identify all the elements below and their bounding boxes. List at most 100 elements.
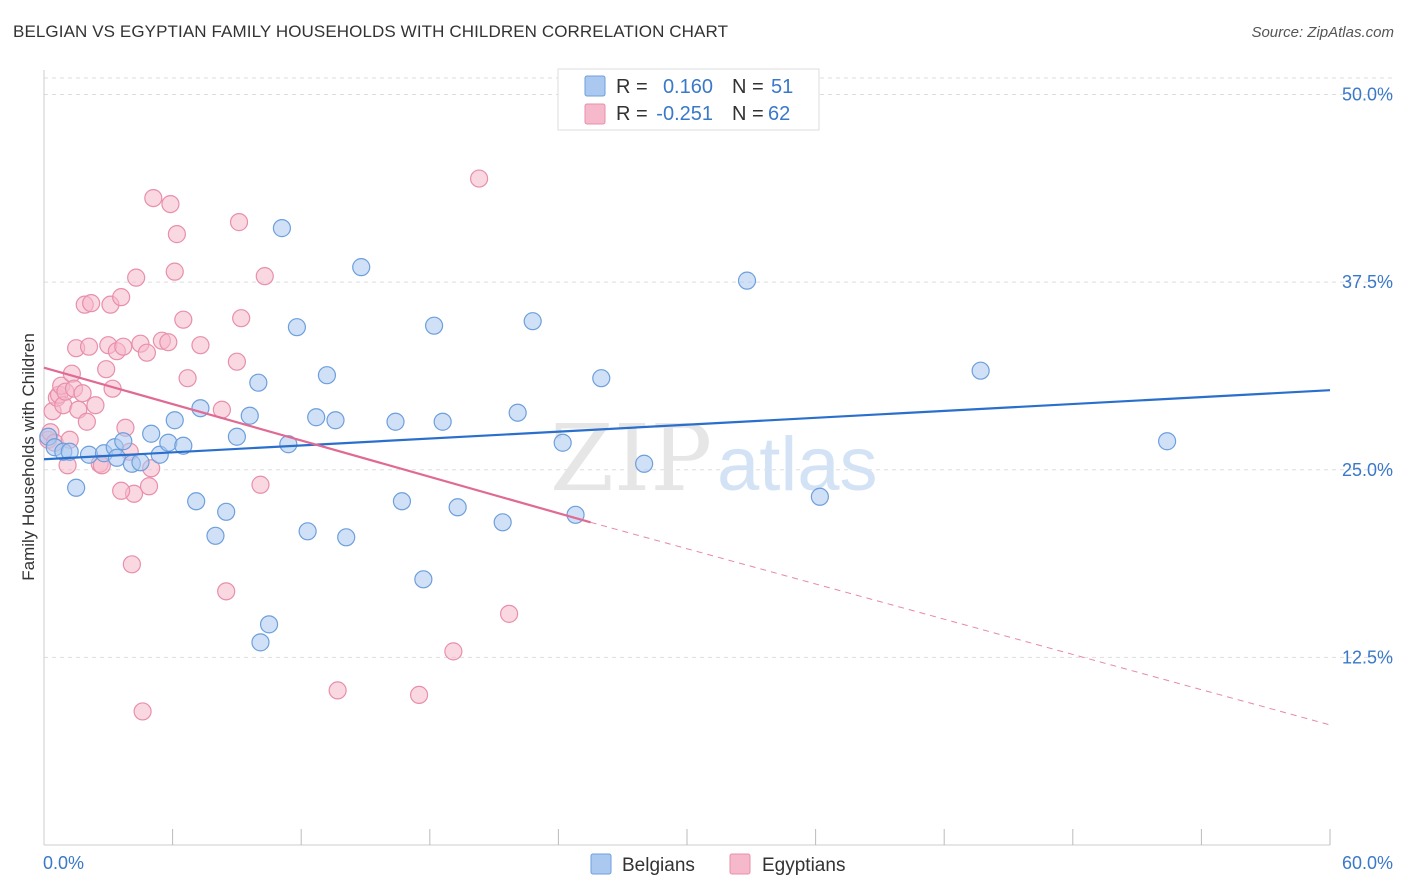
egyptians-point xyxy=(86,396,105,415)
y-tick-label: 37.5% xyxy=(1342,272,1393,292)
belgians-point xyxy=(114,432,133,451)
belgians-point xyxy=(249,373,268,392)
belgians-point xyxy=(60,442,79,461)
egyptians-point xyxy=(227,352,246,371)
belgians-point xyxy=(433,412,452,431)
legend-swatch-belgians xyxy=(584,75,606,97)
egyptians-point xyxy=(217,582,236,601)
egyptians-point xyxy=(73,384,92,403)
legend-n-value-egyptians: 62 xyxy=(768,103,790,125)
egyptians-point xyxy=(97,360,116,379)
belgians-point xyxy=(67,478,86,497)
egyptians-point xyxy=(79,337,99,356)
bottom-legend-swatch-egyptians xyxy=(729,853,751,875)
belgians-point xyxy=(414,570,433,589)
egyptians-point xyxy=(144,188,163,208)
y-axis-title: Family Households with Children xyxy=(19,333,38,581)
belgians-point xyxy=(424,316,444,335)
belgians-point xyxy=(1158,432,1177,451)
legend-n-label-egyptians: N = xyxy=(732,103,764,125)
belgians-point xyxy=(251,633,270,652)
belgians-point xyxy=(392,492,412,511)
chart-title: BELGIAN VS EGYPTIAN FAMILY HOUSEHOLDS WI… xyxy=(13,22,729,41)
belgians-point xyxy=(493,513,512,532)
egyptians-point xyxy=(139,477,159,496)
bottom-legend-swatch-belgians xyxy=(590,853,612,875)
belgians-point xyxy=(287,318,307,337)
belgians-point xyxy=(206,526,225,545)
belgians-point xyxy=(227,427,246,446)
egyptians-point xyxy=(229,213,249,232)
egyptians-trend-line xyxy=(43,366,591,524)
egyptians-point xyxy=(112,288,131,307)
belgians-point xyxy=(523,312,542,331)
egyptians-point xyxy=(251,475,270,494)
legend: R = 0.160 N = 51 R = -0.251 N = 62 xyxy=(557,68,820,131)
watermark-zip: ZIP xyxy=(550,405,712,512)
belgians-point xyxy=(448,498,467,517)
chart-source: Source: ZipAtlas.com xyxy=(1251,24,1394,41)
egyptians-point xyxy=(165,262,184,281)
egyptians-point xyxy=(232,309,251,328)
belgians-point xyxy=(272,219,292,238)
y-tick-label: 12.5% xyxy=(1342,647,1393,667)
trend-lines xyxy=(43,366,1331,726)
bottom-legend: Belgians Egyptians xyxy=(590,853,845,876)
x-tick-label-max: 60.0% xyxy=(1342,853,1393,873)
belgians-point xyxy=(386,412,405,431)
belgians-point xyxy=(737,271,757,290)
belgians-point xyxy=(79,445,99,464)
watermark-atlas: atlas xyxy=(717,422,878,507)
egyptians-trend-extension xyxy=(590,521,1331,726)
belgians-point xyxy=(307,408,326,427)
egyptians-point xyxy=(77,412,96,431)
egyptians-point xyxy=(114,337,133,356)
belgians-point xyxy=(971,361,990,380)
belgians-points xyxy=(39,219,1177,652)
egyptians-point xyxy=(137,343,156,362)
belgians-point xyxy=(508,403,527,422)
egyptians-point xyxy=(161,194,180,214)
gridlines xyxy=(44,77,1393,658)
bottom-legend-label-belgians: Belgians xyxy=(622,855,695,876)
y-tick-label: 50.0% xyxy=(1342,85,1393,105)
belgians-point xyxy=(174,436,193,455)
x-tick-label-min: 0.0% xyxy=(43,853,84,873)
belgians-point xyxy=(592,369,611,388)
egyptians-points xyxy=(39,169,519,721)
belgians-point xyxy=(131,453,150,472)
egyptians-point xyxy=(444,642,463,661)
egyptians-point xyxy=(133,702,152,721)
y-tick-label: 25.0% xyxy=(1342,460,1393,480)
belgians-point xyxy=(142,424,161,443)
egyptians-point xyxy=(255,267,274,286)
belgians-point xyxy=(635,454,654,473)
belgians-point xyxy=(553,433,572,452)
bottom-legend-label-egyptians: Egyptians xyxy=(762,855,845,876)
egyptians-point xyxy=(167,225,186,244)
belgians-point xyxy=(259,615,279,634)
egyptians-point xyxy=(500,604,519,623)
legend-r-value-belgians: 0.160 xyxy=(663,76,713,98)
egyptians-point xyxy=(127,268,146,287)
watermark: ZIP atlas xyxy=(550,405,878,512)
egyptians-point xyxy=(159,333,178,352)
egyptians-point xyxy=(82,294,101,313)
belgians-point xyxy=(165,411,184,430)
egyptians-point xyxy=(469,169,489,188)
belgians-point xyxy=(337,528,356,547)
legend-n-value-belgians: 51 xyxy=(771,76,793,98)
egyptians-point xyxy=(178,369,197,388)
y-tick-labels: 12.5% 25.0% 37.5% 50.0% xyxy=(1342,85,1393,668)
egyptians-point xyxy=(328,681,347,700)
belgians-point xyxy=(298,522,317,541)
x-ticks xyxy=(172,829,1331,845)
belgians-point xyxy=(187,492,206,511)
legend-n-label-belgians: N = xyxy=(732,76,764,98)
legend-r-label-egyptians: R = xyxy=(616,103,648,125)
legend-r-label-belgians: R = xyxy=(616,76,648,98)
egyptians-point xyxy=(191,336,210,355)
belgians-point xyxy=(317,366,337,385)
belgians-point xyxy=(810,487,829,506)
